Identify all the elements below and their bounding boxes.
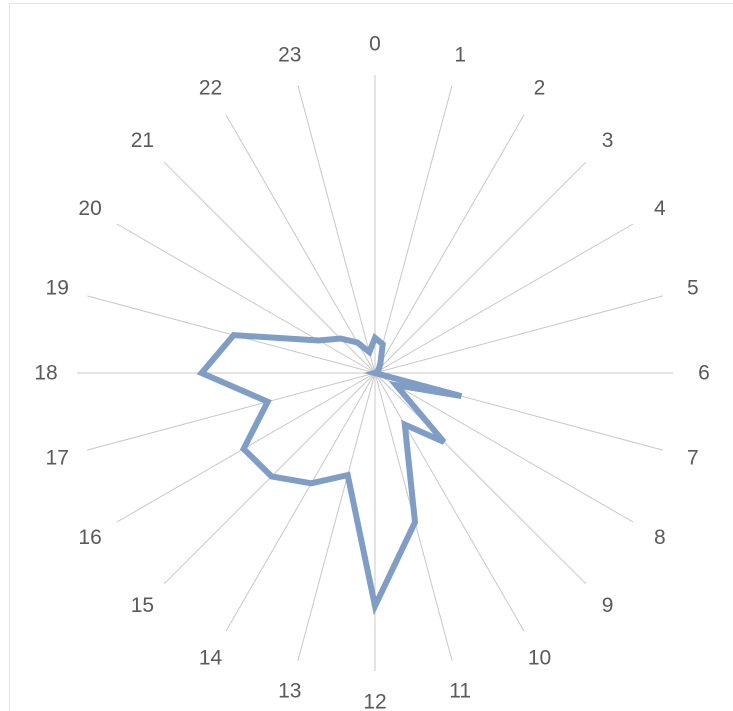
category-label-0: 0 [369, 33, 381, 56]
radar-spoke-17 [87, 372, 376, 451]
radar-spoke-14 [225, 372, 376, 632]
category-label-18: 18 [34, 362, 57, 385]
category-label-8: 8 [654, 526, 666, 549]
category-label-12: 12 [363, 691, 386, 711]
category-label-5: 5 [687, 276, 699, 299]
category-label-9: 9 [602, 594, 614, 617]
category-label-4: 4 [654, 197, 666, 220]
category-label-14: 14 [199, 646, 223, 669]
category-label-22: 22 [199, 77, 222, 100]
radar-spoke-23 [297, 85, 376, 374]
radar-spoke-3 [374, 161, 587, 374]
category-label-15: 15 [131, 594, 154, 617]
radar-spoke-5 [374, 295, 663, 374]
category-label-11: 11 [449, 679, 471, 702]
chart-area-border [9, 3, 733, 711]
series-line-0 [196, 332, 463, 616]
category-label-20: 20 [78, 197, 101, 220]
category-label-13: 13 [278, 679, 301, 702]
radar-spoke-8 [374, 372, 634, 523]
radar-spoke-1 [374, 85, 453, 374]
radar-series [196, 332, 463, 616]
category-label-21: 21 [131, 129, 154, 152]
category-label-23: 23 [278, 44, 301, 67]
radar-spoke-2 [374, 114, 525, 374]
radar-spoke-22 [225, 114, 376, 374]
radar-spoke-9 [374, 372, 587, 585]
category-label-2: 2 [534, 77, 546, 100]
radar-spoke-20 [116, 223, 376, 374]
radar-spoke-4 [374, 223, 634, 374]
category-label-19: 19 [46, 276, 69, 299]
category-label-6: 6 [698, 362, 710, 385]
category-label-7: 7 [687, 447, 699, 470]
category-label-10: 10 [528, 646, 551, 669]
radar-spoke-10 [374, 372, 525, 632]
category-label-3: 3 [602, 129, 614, 152]
category-label-1: 1 [454, 44, 466, 67]
category-label-17: 17 [46, 447, 69, 470]
radar-spoke-13 [297, 372, 376, 661]
category-label-16: 16 [78, 526, 101, 549]
